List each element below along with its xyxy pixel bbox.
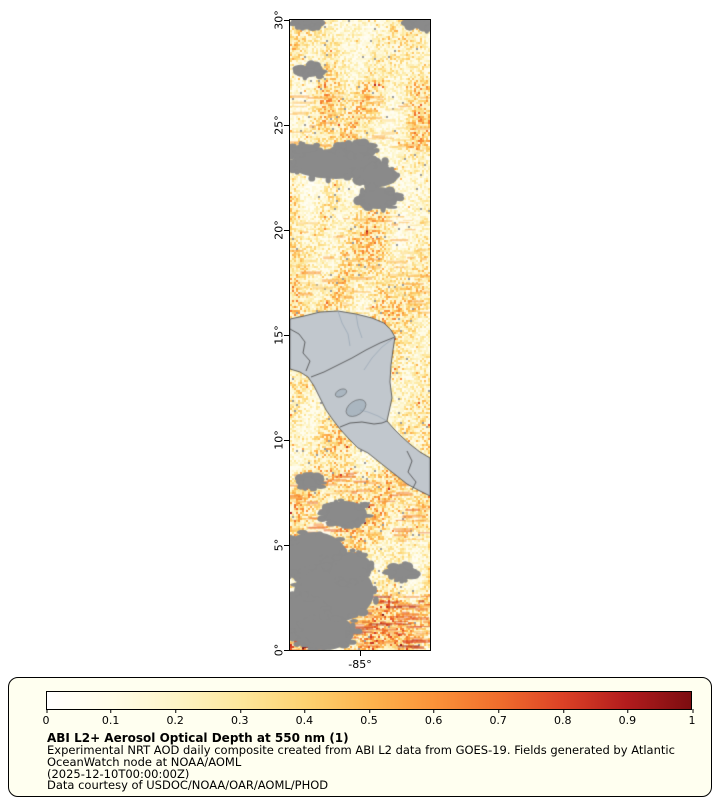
colorbar-tick-label: 0 [42, 709, 50, 727]
y-axis-tick-label: 20° [272, 220, 286, 240]
y-axis-tick-label: 10° [272, 430, 286, 450]
legend-description-line1: Experimental NRT AOD daily composite cre… [47, 743, 675, 757]
colorbar-tick-label: 1 [688, 709, 696, 727]
y-axis-tick-label: 25° [272, 115, 286, 135]
x-axis-tick-label: -85° [348, 658, 372, 671]
y-axis-tick-label: 5° [272, 538, 286, 552]
y-axis-tick-label: 15° [272, 325, 286, 345]
y-axis-tick-mark [284, 335, 290, 336]
legend-timestamp: (2025-12-10T00:00:00Z) [47, 766, 190, 781]
colorbar-tick-label: 0.7 [489, 709, 507, 727]
y-axis-tick-mark [284, 125, 290, 126]
y-axis-tick-mark [284, 545, 290, 546]
legend-credit: Data courtesy of USDOC/NOAA/OAR/AOML/PHO… [47, 778, 329, 793]
colorbar-gradient [46, 691, 692, 710]
y-axis-tick-mark [284, 440, 290, 441]
colorbar-tick-label: 0.8 [554, 709, 572, 727]
legend-text: ABI L2+ Aerosol Optical Depth at 550 nm … [47, 732, 675, 792]
x-axis-tick-mark [360, 651, 361, 656]
y-axis-tick-label: 30° [272, 10, 286, 30]
colorbar-tick-label: 0.4 [295, 709, 314, 727]
colorbar-tick-label: 0.2 [166, 709, 184, 727]
y-axis-tick-mark [284, 20, 290, 21]
colorbar-tick-label: 0.5 [360, 709, 378, 727]
colorbar-tick-label: 0.3 [231, 709, 249, 727]
colorbar-tick-label: 0.1 [101, 709, 120, 727]
legend-title: ABI L2+ Aerosol Optical Depth at 550 nm … [47, 731, 349, 745]
colorbar-ticks: 0 0.1 0.2 0.3 0.4 0.5 0.6 0.7 0.8 0.9 1 [42, 709, 696, 727]
legend-description-line2: OceanWatch node at NOAA/AOML [47, 754, 242, 769]
y-axis-tick-label: 0° [272, 643, 286, 657]
y-axis-tick-mark [284, 650, 290, 651]
colorbar-tick-label: 0.6 [424, 709, 443, 727]
aod-map-canvas [289, 19, 431, 651]
colorbar-tick-label: 0.9 [618, 709, 637, 727]
y-axis-tick-mark [284, 230, 290, 231]
legend-panel: 0 0.1 0.2 0.3 0.4 0.5 0.6 0.7 0.8 0.9 1 … [8, 677, 712, 797]
